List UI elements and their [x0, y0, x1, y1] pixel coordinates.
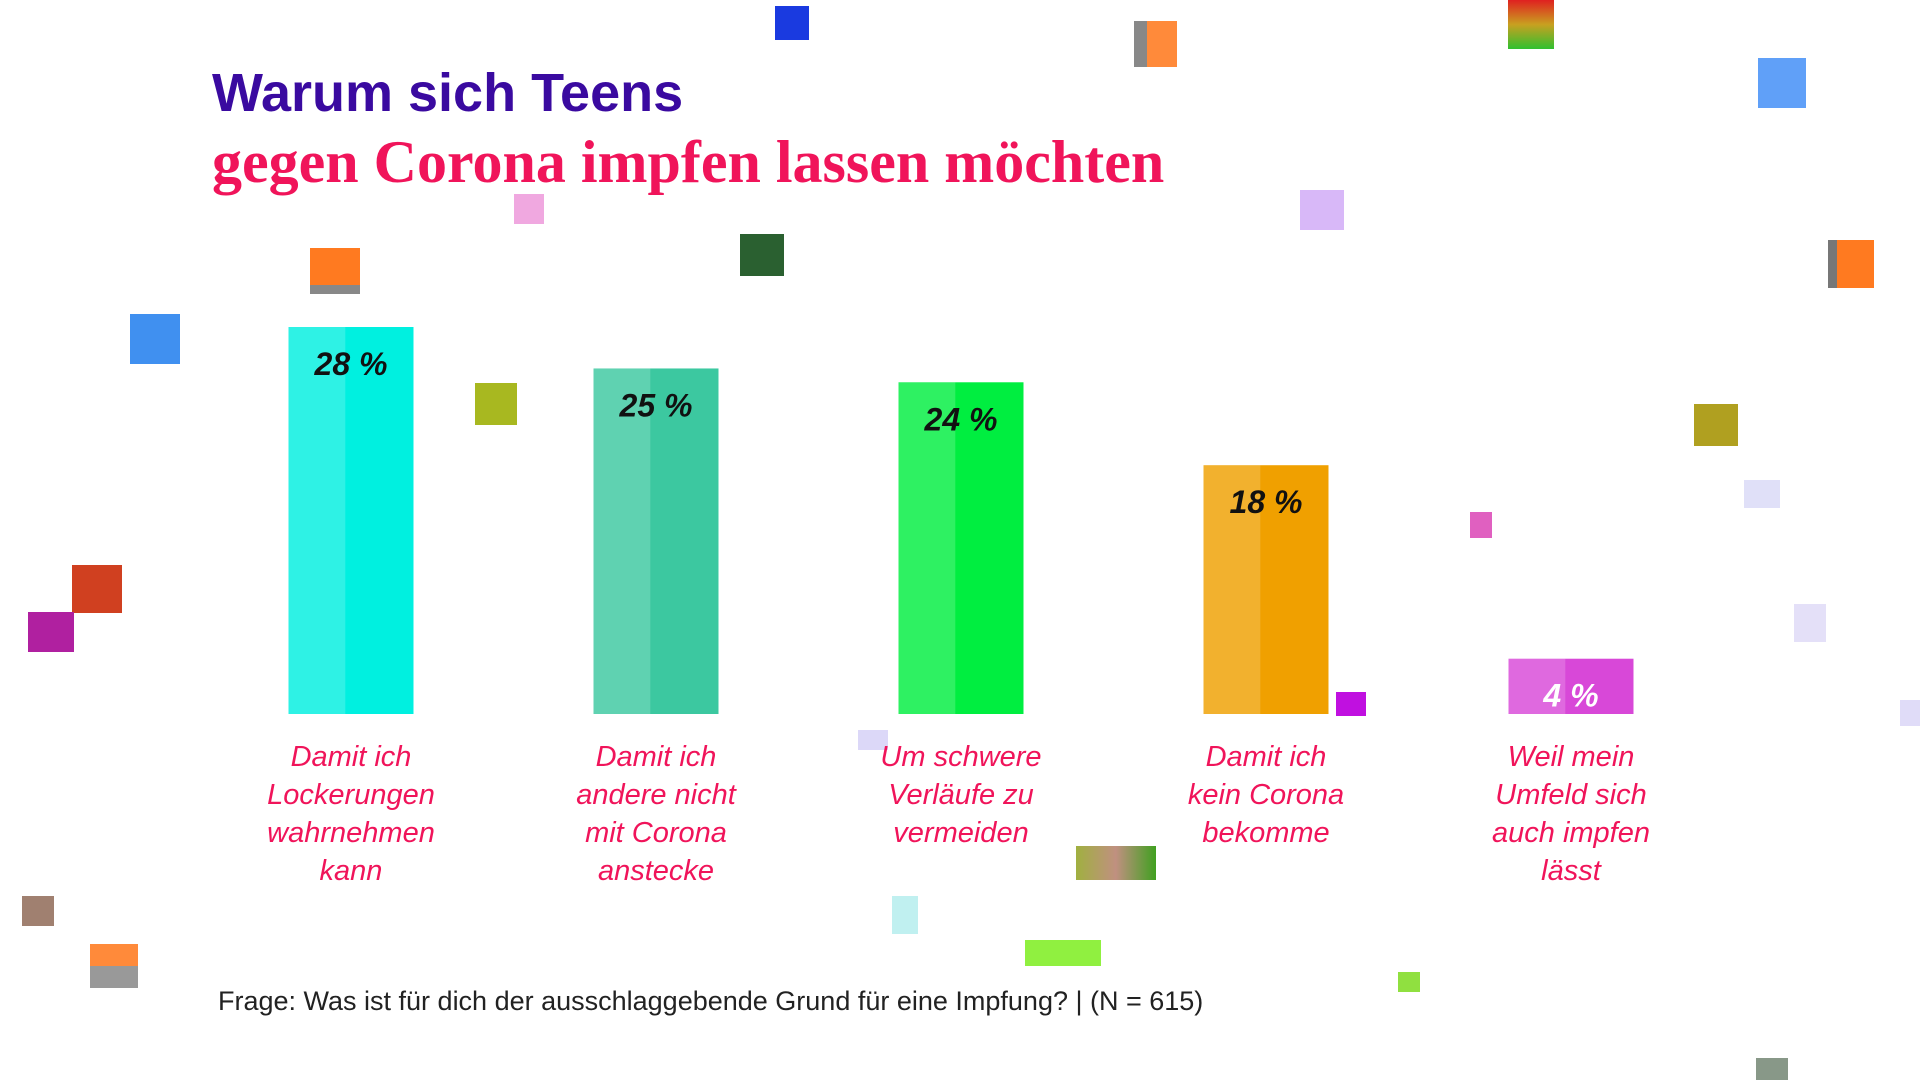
bar: [1203, 465, 1329, 714]
decor-square: [514, 194, 544, 224]
decor-square: [1794, 604, 1826, 642]
chart-subtitle: gegen Corona impfen lassen möchten: [212, 129, 1165, 195]
decor-square: [1828, 240, 1874, 288]
decor-square: [475, 383, 517, 425]
bar: [593, 368, 719, 714]
decor-square: [1508, 0, 1554, 49]
value-label: 18 %: [1230, 484, 1303, 520]
bar: [898, 382, 1024, 714]
decor-square: [1758, 58, 1806, 108]
value-label: 28 %: [314, 346, 388, 382]
category-label: Damit ich Lockerungen wahrnehmen kann: [267, 741, 435, 887]
decor-square: [1076, 846, 1156, 880]
decor-square: [1025, 940, 1101, 966]
category-label: Weil mein Umfeld sich auch impfen lässt: [1492, 741, 1650, 887]
decor-square: [1470, 512, 1492, 538]
decor-square: [72, 565, 122, 613]
decor-square: [1756, 1058, 1788, 1080]
bar: [1508, 658, 1634, 714]
decor-square: [892, 896, 918, 934]
decor-square: [1398, 972, 1420, 992]
category-label: Um schwere Verläufe zu vermeiden: [880, 741, 1042, 849]
decor-square: [28, 612, 74, 652]
bar-shade: [593, 368, 651, 714]
decor-square: [858, 730, 888, 750]
decor-square: [22, 896, 54, 926]
decor-square: [1694, 404, 1738, 446]
bar-shade: [1508, 658, 1566, 714]
bar-shade: [288, 327, 346, 714]
value-label: 4 %: [1542, 678, 1598, 714]
category-label: Damit ich kein Corona bekomme: [1187, 741, 1345, 849]
decor-square: [1300, 190, 1344, 230]
decor-square: [310, 248, 360, 294]
decor-square: [740, 234, 784, 276]
decor-square: [775, 6, 809, 40]
bar-shade: [1203, 465, 1261, 714]
category-label: Damit ich andere nicht mit Corona anstec…: [576, 741, 736, 887]
decor-square: [90, 944, 138, 988]
chart-title: Warum sich Teens: [212, 63, 684, 123]
decor-square: [1336, 692, 1366, 716]
decor-square: [1744, 480, 1780, 508]
decor-square: [130, 314, 180, 364]
bar-shade: [898, 382, 956, 714]
value-label: 24 %: [924, 401, 998, 437]
decor-square: [1134, 21, 1177, 67]
decor-square: [1900, 700, 1920, 726]
bar: [288, 327, 414, 714]
footnote: Frage: Was ist für dich der ausschlaggeb…: [218, 986, 1204, 1016]
value-label: 25 %: [619, 387, 693, 423]
